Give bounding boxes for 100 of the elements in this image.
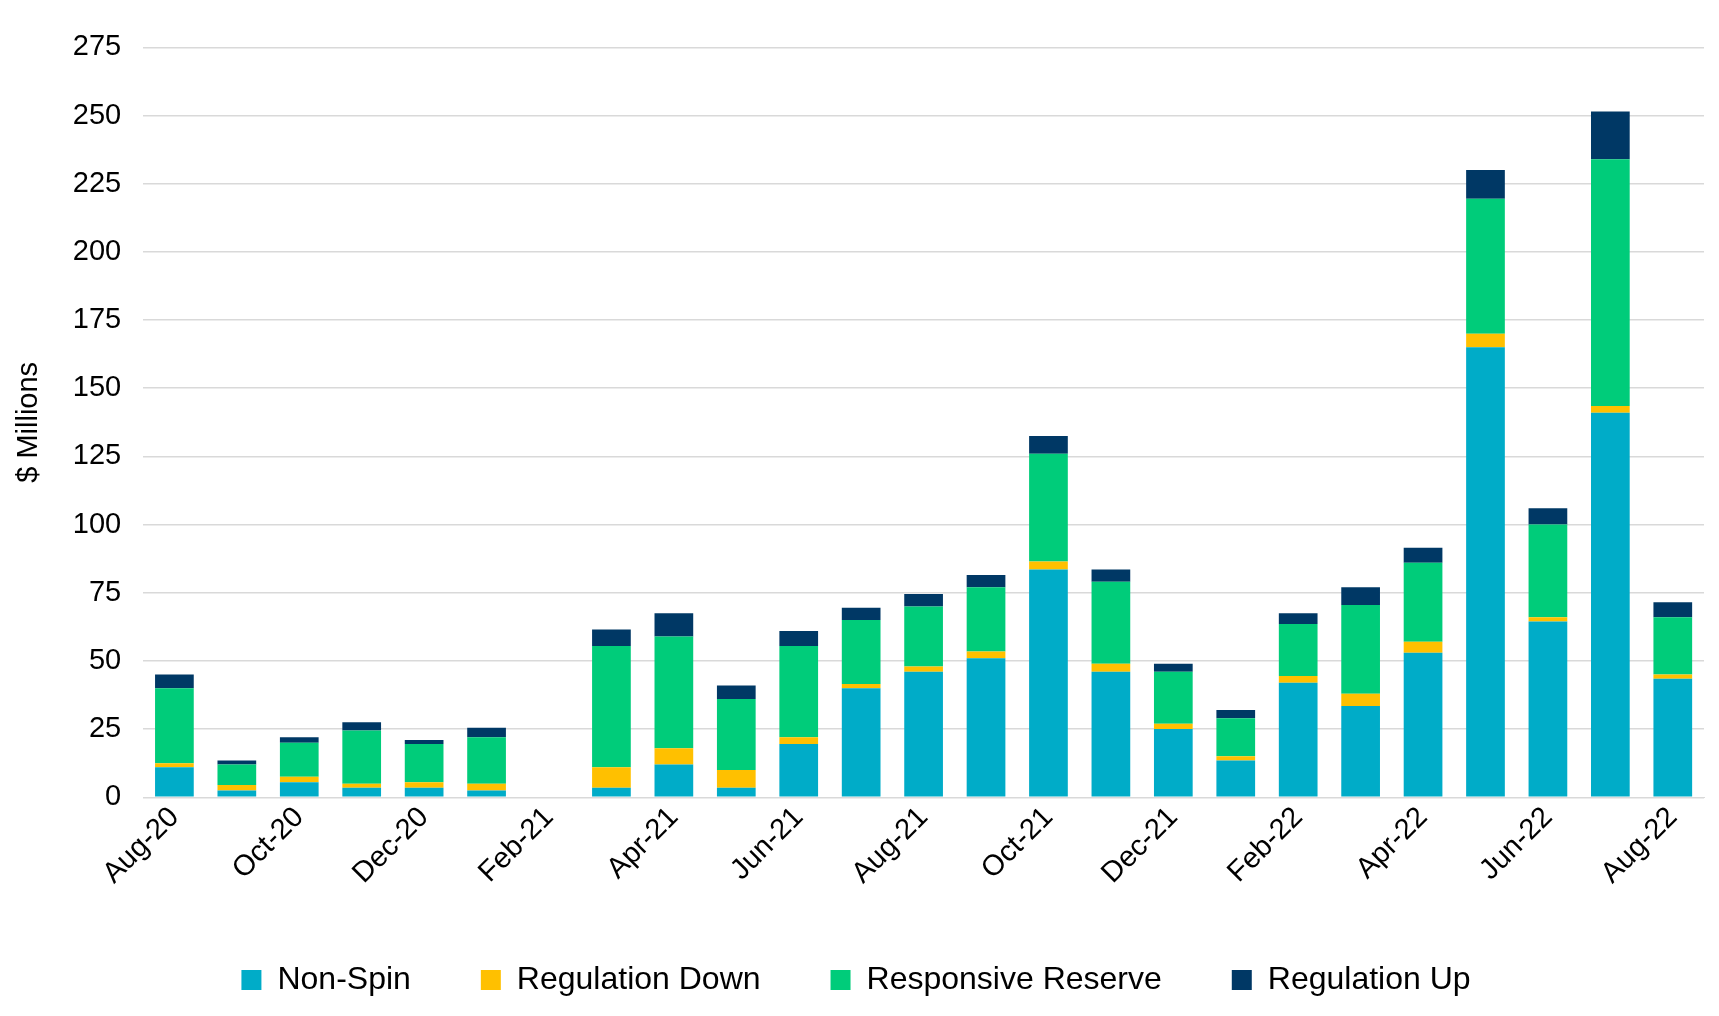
bar [654, 613, 694, 637]
bar [716, 699, 756, 770]
bar [1216, 710, 1256, 719]
bar [1591, 412, 1630, 797]
bar [1278, 682, 1318, 797]
bar [904, 666, 943, 672]
bar [1091, 663, 1131, 672]
bar [779, 737, 819, 745]
bar [1091, 671, 1131, 797]
bar [1278, 613, 1318, 625]
bar [592, 767, 631, 788]
y-axis-title: $ Millions [11, 361, 44, 483]
bar [155, 688, 194, 764]
bar [1403, 652, 1443, 797]
bar [841, 688, 881, 797]
bar [467, 790, 506, 797]
y-tick-label: 225 [72, 165, 122, 198]
bar [1216, 760, 1256, 797]
bar [1341, 705, 1380, 797]
bar [1091, 569, 1131, 582]
bar [779, 645, 819, 738]
bar [279, 782, 319, 797]
bar [1278, 624, 1318, 676]
bar [1528, 524, 1568, 618]
bar [1653, 674, 1693, 679]
bar [1653, 678, 1693, 797]
bar [342, 722, 382, 731]
bar [716, 685, 756, 700]
bar [1091, 581, 1131, 664]
bar [155, 674, 194, 689]
y-tick-label: 25 [88, 711, 122, 744]
bar [155, 767, 194, 797]
bar [592, 629, 631, 646]
bar [904, 671, 943, 797]
bar [1029, 453, 1068, 562]
bar [1591, 159, 1630, 406]
bar [1528, 617, 1568, 622]
bar [1466, 170, 1505, 199]
bar [716, 787, 756, 797]
bar [1591, 405, 1630, 413]
bar [217, 785, 257, 791]
y-tick-label: 275 [72, 29, 122, 62]
legend-label: Regulation Down [516, 959, 761, 996]
bar [467, 737, 506, 784]
bar [1341, 587, 1380, 606]
y-tick-label: 125 [72, 438, 122, 471]
bar [654, 636, 694, 749]
y-tick-label: 200 [72, 233, 122, 266]
bar [1153, 729, 1193, 797]
bar [279, 742, 319, 777]
bar [1029, 435, 1068, 454]
bar [592, 645, 631, 768]
bar [1029, 561, 1068, 570]
bar [1403, 641, 1443, 653]
bar [1153, 671, 1193, 724]
bar [841, 620, 881, 685]
bar [342, 787, 382, 797]
bar [1403, 562, 1443, 642]
bar [779, 744, 819, 797]
y-tick-label: 50 [88, 642, 122, 675]
y-tick-label: 100 [72, 506, 122, 539]
bar [1653, 617, 1693, 675]
bar [1216, 756, 1256, 761]
bar [779, 630, 819, 646]
bar [1153, 723, 1193, 730]
bar [217, 760, 257, 765]
legend-label: Non-Spin [277, 959, 411, 996]
y-tick-label: 75 [88, 574, 122, 607]
bar [217, 790, 257, 797]
bar [342, 730, 382, 784]
bar [404, 740, 444, 745]
y-tick-label: 150 [72, 370, 122, 403]
bar [1029, 569, 1068, 797]
y-tick-label: 175 [72, 302, 122, 335]
bar [1466, 347, 1505, 797]
bar [155, 763, 194, 768]
legend-label: Responsive Reserve [866, 959, 1162, 996]
bar [1153, 663, 1193, 672]
bar [217, 764, 257, 785]
bar [966, 587, 1006, 652]
bar [1216, 718, 1256, 757]
bar [904, 606, 943, 667]
bar [1466, 198, 1505, 334]
bar [654, 748, 694, 765]
bar [279, 776, 319, 783]
bar [1341, 605, 1380, 694]
y-tick-label: 250 [72, 97, 122, 130]
bar [904, 594, 943, 607]
bar [1591, 111, 1630, 160]
bar [467, 727, 506, 738]
bar [841, 607, 881, 621]
bar [1653, 602, 1693, 618]
bar [279, 737, 319, 743]
bar [841, 684, 881, 689]
bar [966, 658, 1006, 797]
bar [1466, 333, 1505, 348]
bar [404, 782, 444, 788]
bar [342, 783, 382, 788]
bar [654, 764, 694, 797]
bar [1341, 693, 1380, 706]
